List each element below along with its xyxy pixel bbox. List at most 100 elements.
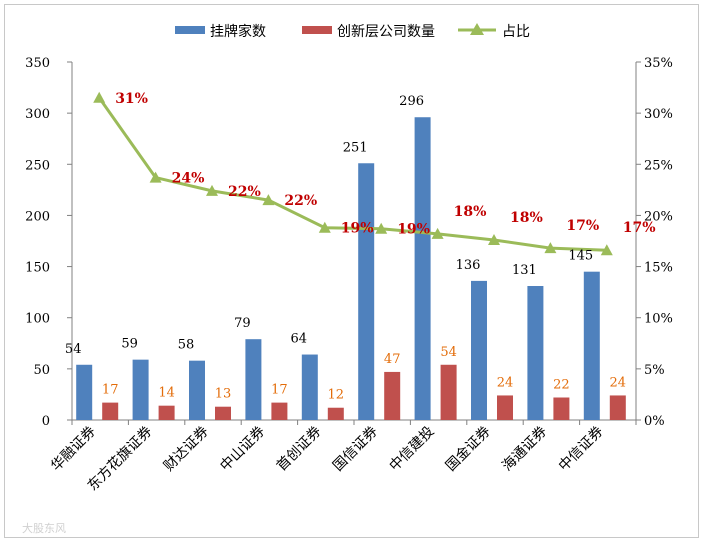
ratio-marker: [262, 194, 275, 206]
data-label-innovation: 17: [271, 383, 288, 398]
y-right-tick-label: 20%: [644, 209, 673, 224]
legend-label-listings: 挂牌家数: [210, 23, 266, 40]
bar-innovation: [553, 397, 570, 420]
y-right-tick-label: 0%: [644, 414, 665, 429]
data-label-ratio: 17%: [566, 218, 599, 234]
data-label-listings: 145: [568, 249, 593, 264]
data-label-ratio: 24%: [172, 171, 205, 187]
y-right-tick-label: 35%: [644, 56, 673, 71]
category-label: 国金证券: [443, 424, 494, 475]
bar-innovation: [327, 407, 344, 420]
data-label-ratio: 17%: [623, 220, 656, 236]
ratio-marker: [206, 184, 218, 196]
category-label: 中山证券: [217, 424, 268, 475]
data-label-listings: 136: [456, 258, 481, 273]
category-label: 海通证券: [499, 424, 550, 475]
bar-innovation: [497, 395, 513, 420]
bar-listings: [583, 271, 600, 420]
data-label-ratio: 18%: [454, 204, 487, 220]
legend-swatch-listings: [175, 26, 205, 34]
y-right-tick-label: 15%: [644, 261, 673, 276]
ratio-line: [97, 96, 607, 252]
axes: 0 50 100 150 200 250 300 350 0% 5% 10% 15% 20% 25% 30%…: [25, 56, 673, 429]
category-label: 财达证券: [161, 424, 212, 475]
y-right-tick-label: 5%: [644, 363, 665, 378]
y-left-tick-label: 100: [25, 312, 50, 327]
y-left-tick-label: 250: [25, 158, 50, 173]
ratio-marker: [600, 244, 613, 256]
watermark: 大股东风: [22, 521, 66, 535]
bar-innovation: [271, 402, 288, 420]
bar-listings: [76, 364, 93, 420]
data-label-innovation: 24: [610, 375, 627, 390]
legend: 挂牌家数 创新层公司数量 占比: [175, 23, 530, 40]
bar-innovation: [609, 395, 626, 420]
bar-innovation: [384, 371, 401, 420]
data-label-listings: 64: [291, 332, 308, 347]
bars-group: [76, 117, 626, 420]
data-label-ratio: 19%: [397, 222, 430, 238]
bar-listings: [301, 354, 318, 420]
ratio-marker: [149, 171, 162, 183]
data-label-listings: 54: [65, 342, 82, 357]
data-label-innovation: 47: [384, 352, 401, 367]
ratio-marker: [375, 222, 388, 234]
category-label: 首创证券: [274, 424, 325, 475]
bar-listings: [527, 286, 544, 420]
data-label-ratio: 18%: [510, 210, 543, 226]
ratio-marker: [318, 221, 331, 233]
bar-listings: [358, 163, 375, 420]
data-label-ratio: 31%: [115, 91, 148, 107]
y-left-tick-label: 350: [25, 56, 50, 71]
ratio-marker: [488, 233, 500, 245]
data-label-ratio: 19%: [341, 221, 374, 237]
line-group: [93, 91, 613, 256]
y-right-tick-label: 30%: [644, 107, 673, 122]
y-right-tick-label: 25%: [644, 158, 673, 173]
legend-label-innovation: 创新层公司数量: [337, 24, 435, 40]
bar-listings: [414, 117, 431, 420]
ratio-marker: [431, 227, 444, 239]
y-left-tick-label: 0: [42, 414, 50, 429]
bar-innovation: [102, 402, 119, 420]
labels-group: 5417华融证券5914东方花旗证券5813财达证券7917中山证券6412首创…: [48, 91, 655, 494]
data-label-innovation: 22: [553, 377, 570, 392]
bar-listings: [245, 339, 262, 420]
legend-marker-ratio: [470, 23, 484, 35]
data-label-innovation: 14: [158, 386, 175, 401]
chart-frame: [4, 4, 699, 538]
data-label-innovation: 24: [497, 375, 514, 390]
data-label-listings: 79: [234, 316, 251, 331]
y-left-tick-label: 300: [25, 107, 50, 122]
data-label-listings: 296: [399, 94, 424, 109]
data-label-listings: 58: [178, 338, 195, 353]
data-label-innovation: 12: [328, 388, 345, 403]
data-label-listings: 59: [121, 337, 138, 352]
bar-listings: [132, 359, 149, 420]
legend-label-ratio: 占比: [502, 24, 530, 40]
ratio-marker: [544, 242, 557, 254]
data-label-innovation: 54: [440, 345, 457, 360]
data-label-listings: 131: [512, 263, 537, 278]
bar-innovation: [440, 364, 457, 420]
y-left-tick-label: 200: [25, 209, 50, 224]
bar-listings: [471, 280, 487, 420]
data-label-ratio: 22%: [284, 193, 317, 209]
bar-innovation: [215, 406, 231, 420]
category-label: 中信证券: [556, 424, 607, 475]
data-label-listings: 251: [343, 140, 368, 155]
bar-innovation: [158, 405, 175, 420]
data-label-ratio: 22%: [228, 184, 261, 200]
ratio-marker: [93, 91, 106, 103]
y-right-tick-label: 10%: [644, 312, 673, 327]
y-left-tick-label: 150: [25, 261, 50, 276]
y-left-tick-label: 50: [33, 363, 50, 378]
category-label: 中信建投: [387, 424, 438, 475]
bar-listings: [189, 360, 205, 420]
category-label: 国信证券: [330, 424, 381, 475]
legend-swatch-innovation: [302, 26, 332, 34]
data-label-innovation: 13: [215, 387, 232, 402]
category-label: 华融证券: [48, 424, 99, 475]
data-label-innovation: 17: [102, 383, 119, 398]
